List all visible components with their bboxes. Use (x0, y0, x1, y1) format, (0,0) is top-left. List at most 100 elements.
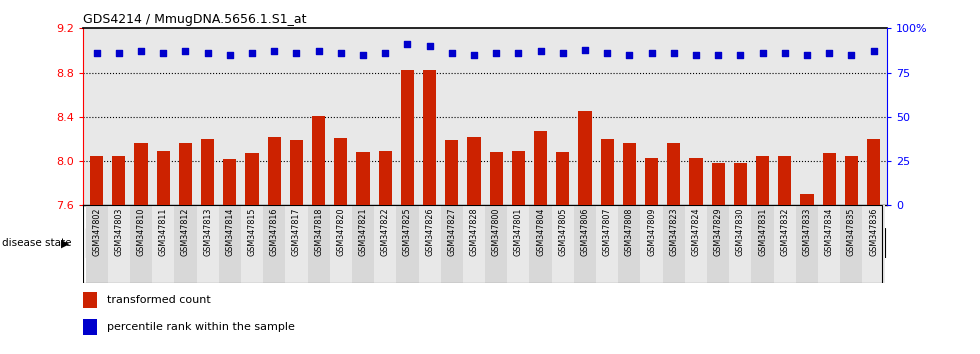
Point (621, 52, 637, 58)
Text: GSM347830: GSM347830 (736, 208, 745, 256)
Text: GSM347803: GSM347803 (115, 208, 123, 256)
Bar (463, 205, 485, 283)
Bar (512, 151, 525, 205)
Point (844, 52, 859, 58)
Text: GSM347828: GSM347828 (469, 208, 478, 256)
Bar (312, 116, 325, 205)
Text: GSM347810: GSM347810 (136, 208, 145, 256)
Bar (618, 205, 641, 283)
Point (488, 50, 504, 56)
Bar (485, 228, 885, 258)
Text: GSM347827: GSM347827 (447, 208, 457, 256)
Point (710, 52, 726, 58)
Bar (862, 205, 885, 283)
Point (799, 52, 814, 58)
Point (777, 50, 793, 56)
Bar (83, 319, 97, 335)
Bar (290, 140, 303, 205)
Bar (845, 155, 858, 205)
Bar (352, 205, 374, 283)
Point (755, 50, 770, 56)
Bar (83, 292, 97, 308)
Bar (622, 143, 636, 205)
Text: GSM347824: GSM347824 (692, 208, 701, 256)
Bar (418, 205, 441, 283)
Point (333, 50, 349, 56)
Bar (268, 137, 281, 205)
Text: GSM347836: GSM347836 (869, 208, 878, 256)
Point (177, 48, 193, 54)
Bar (219, 205, 241, 283)
Point (355, 52, 370, 58)
Point (577, 47, 593, 52)
Bar (529, 205, 552, 283)
Text: GSM347800: GSM347800 (492, 208, 501, 256)
Text: GSM347821: GSM347821 (359, 208, 368, 256)
Text: percentile rank within the sample: percentile rank within the sample (108, 321, 295, 332)
Bar (840, 205, 862, 283)
Bar (801, 194, 813, 205)
Bar (711, 163, 725, 205)
Bar (263, 205, 285, 283)
Point (865, 48, 881, 54)
Bar (641, 205, 662, 283)
Text: GSM347831: GSM347831 (759, 208, 767, 256)
Bar (445, 140, 459, 205)
Text: GSM347808: GSM347808 (625, 208, 634, 256)
Bar (178, 143, 192, 205)
Point (111, 50, 126, 56)
Bar (85, 205, 108, 283)
Point (821, 50, 837, 56)
Bar (241, 205, 263, 283)
Text: GSM347815: GSM347815 (248, 208, 257, 256)
Point (133, 48, 149, 54)
Point (688, 52, 704, 58)
Bar (357, 152, 369, 205)
Text: GSM347820: GSM347820 (336, 208, 345, 256)
Bar (134, 143, 148, 205)
Text: GSM347804: GSM347804 (536, 208, 545, 256)
Text: GSM347812: GSM347812 (181, 208, 190, 256)
Bar (645, 158, 659, 205)
Text: healthy control: healthy control (238, 237, 332, 250)
Bar (401, 70, 415, 205)
Text: GSM347826: GSM347826 (425, 208, 434, 256)
Point (200, 50, 216, 56)
Point (244, 50, 260, 56)
Bar (556, 152, 569, 205)
Bar (485, 205, 508, 283)
Point (89, 50, 105, 56)
Bar (201, 139, 215, 205)
Bar (308, 205, 329, 283)
Bar (329, 205, 352, 283)
Bar (112, 155, 125, 205)
Point (156, 50, 171, 56)
Point (288, 50, 304, 56)
Text: GSM347825: GSM347825 (403, 208, 412, 256)
Bar (667, 143, 680, 205)
Bar (396, 205, 418, 283)
Point (666, 50, 682, 56)
Bar (152, 205, 174, 283)
Text: GSM347814: GSM347814 (225, 208, 234, 256)
Bar (490, 152, 503, 205)
Text: GSM347818: GSM347818 (315, 208, 323, 256)
Point (222, 52, 238, 58)
Bar (157, 151, 170, 205)
Point (311, 48, 326, 54)
Text: disease state: disease state (2, 238, 72, 249)
Point (400, 41, 416, 47)
Point (267, 48, 282, 54)
Text: GSM347822: GSM347822 (380, 208, 390, 256)
Bar (756, 155, 769, 205)
Bar (130, 205, 152, 283)
Text: GSM347802: GSM347802 (92, 208, 101, 256)
Text: GSM347807: GSM347807 (603, 208, 612, 256)
Text: transformed count: transformed count (108, 295, 211, 305)
Bar (689, 158, 703, 205)
Bar (534, 131, 547, 205)
Bar (508, 205, 529, 283)
Point (732, 52, 748, 58)
Bar (773, 205, 796, 283)
Text: GSM347833: GSM347833 (803, 208, 811, 256)
